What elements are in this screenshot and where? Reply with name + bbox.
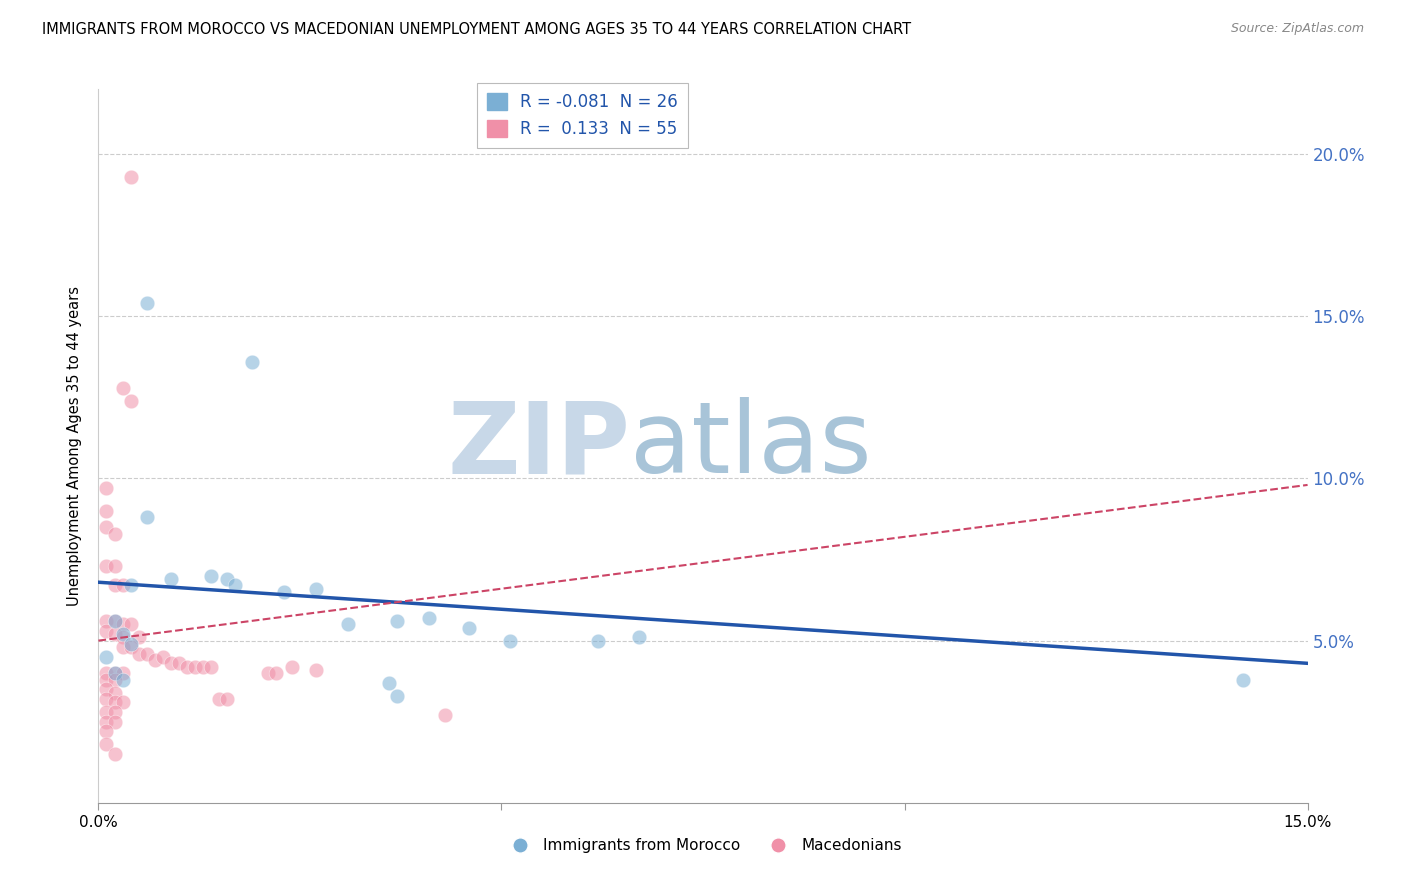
Point bbox=[96, 481, 118, 495]
Point bbox=[111, 578, 134, 592]
Point bbox=[96, 692, 118, 706]
Point bbox=[160, 572, 183, 586]
Point bbox=[240, 354, 263, 368]
Point bbox=[135, 510, 157, 524]
Point bbox=[103, 614, 125, 628]
Point bbox=[96, 624, 118, 638]
Point bbox=[1232, 673, 1254, 687]
Point bbox=[96, 504, 118, 518]
Point bbox=[96, 666, 118, 681]
Point bbox=[103, 695, 125, 709]
Point bbox=[217, 572, 239, 586]
Point bbox=[337, 617, 360, 632]
Point bbox=[498, 633, 520, 648]
Point bbox=[96, 559, 118, 574]
Point bbox=[96, 714, 118, 729]
Point bbox=[135, 647, 157, 661]
Point bbox=[200, 659, 222, 673]
Point bbox=[96, 649, 118, 664]
Point bbox=[160, 657, 183, 671]
Point bbox=[111, 381, 134, 395]
Point bbox=[193, 659, 215, 673]
Point bbox=[128, 647, 150, 661]
Point bbox=[458, 621, 481, 635]
Point bbox=[120, 640, 142, 654]
Point bbox=[434, 708, 457, 723]
Legend: Immigrants from Morocco, Macedonians: Immigrants from Morocco, Macedonians bbox=[498, 832, 908, 859]
Point bbox=[103, 685, 125, 699]
Point bbox=[103, 666, 125, 681]
Point bbox=[120, 169, 142, 184]
Point bbox=[111, 695, 134, 709]
Point bbox=[627, 631, 650, 645]
Point bbox=[103, 526, 125, 541]
Point bbox=[96, 738, 118, 752]
Point bbox=[103, 578, 125, 592]
Point bbox=[135, 296, 157, 310]
Point bbox=[184, 659, 207, 673]
Point bbox=[176, 659, 198, 673]
Point bbox=[111, 631, 134, 645]
Point bbox=[103, 705, 125, 719]
Point bbox=[418, 611, 440, 625]
Point bbox=[305, 663, 328, 677]
Text: Source: ZipAtlas.com: Source: ZipAtlas.com bbox=[1230, 22, 1364, 36]
Point bbox=[385, 614, 408, 628]
Point bbox=[305, 582, 328, 596]
Point bbox=[103, 559, 125, 574]
Point bbox=[273, 585, 295, 599]
Point bbox=[264, 666, 287, 681]
Point bbox=[143, 653, 166, 667]
Point bbox=[111, 627, 134, 641]
Text: ZIP: ZIP bbox=[447, 398, 630, 494]
Point bbox=[111, 666, 134, 681]
Point bbox=[208, 692, 231, 706]
Point bbox=[377, 675, 399, 690]
Point bbox=[281, 659, 304, 673]
Point bbox=[96, 724, 118, 739]
Point bbox=[96, 520, 118, 534]
Point bbox=[111, 617, 134, 632]
Point bbox=[111, 673, 134, 687]
Point bbox=[103, 673, 125, 687]
Point bbox=[103, 666, 125, 681]
Text: atlas: atlas bbox=[630, 398, 872, 494]
Point bbox=[200, 568, 222, 582]
Point bbox=[111, 640, 134, 654]
Point bbox=[103, 614, 125, 628]
Point bbox=[120, 637, 142, 651]
Point bbox=[256, 666, 278, 681]
Point bbox=[96, 705, 118, 719]
Point bbox=[152, 649, 174, 664]
Point bbox=[120, 393, 142, 408]
Y-axis label: Unemployment Among Ages 35 to 44 years: Unemployment Among Ages 35 to 44 years bbox=[67, 286, 83, 606]
Point bbox=[586, 633, 609, 648]
Point bbox=[103, 747, 125, 761]
Point bbox=[103, 714, 125, 729]
Point bbox=[120, 578, 142, 592]
Point bbox=[96, 682, 118, 697]
Point bbox=[167, 657, 190, 671]
Point bbox=[217, 692, 239, 706]
Point bbox=[385, 689, 408, 703]
Text: IMMIGRANTS FROM MOROCCO VS MACEDONIAN UNEMPLOYMENT AMONG AGES 35 TO 44 YEARS COR: IMMIGRANTS FROM MOROCCO VS MACEDONIAN UN… bbox=[42, 22, 911, 37]
Point bbox=[224, 578, 246, 592]
Point bbox=[96, 673, 118, 687]
Point bbox=[128, 631, 150, 645]
Point bbox=[103, 627, 125, 641]
Point bbox=[120, 617, 142, 632]
Point bbox=[96, 614, 118, 628]
